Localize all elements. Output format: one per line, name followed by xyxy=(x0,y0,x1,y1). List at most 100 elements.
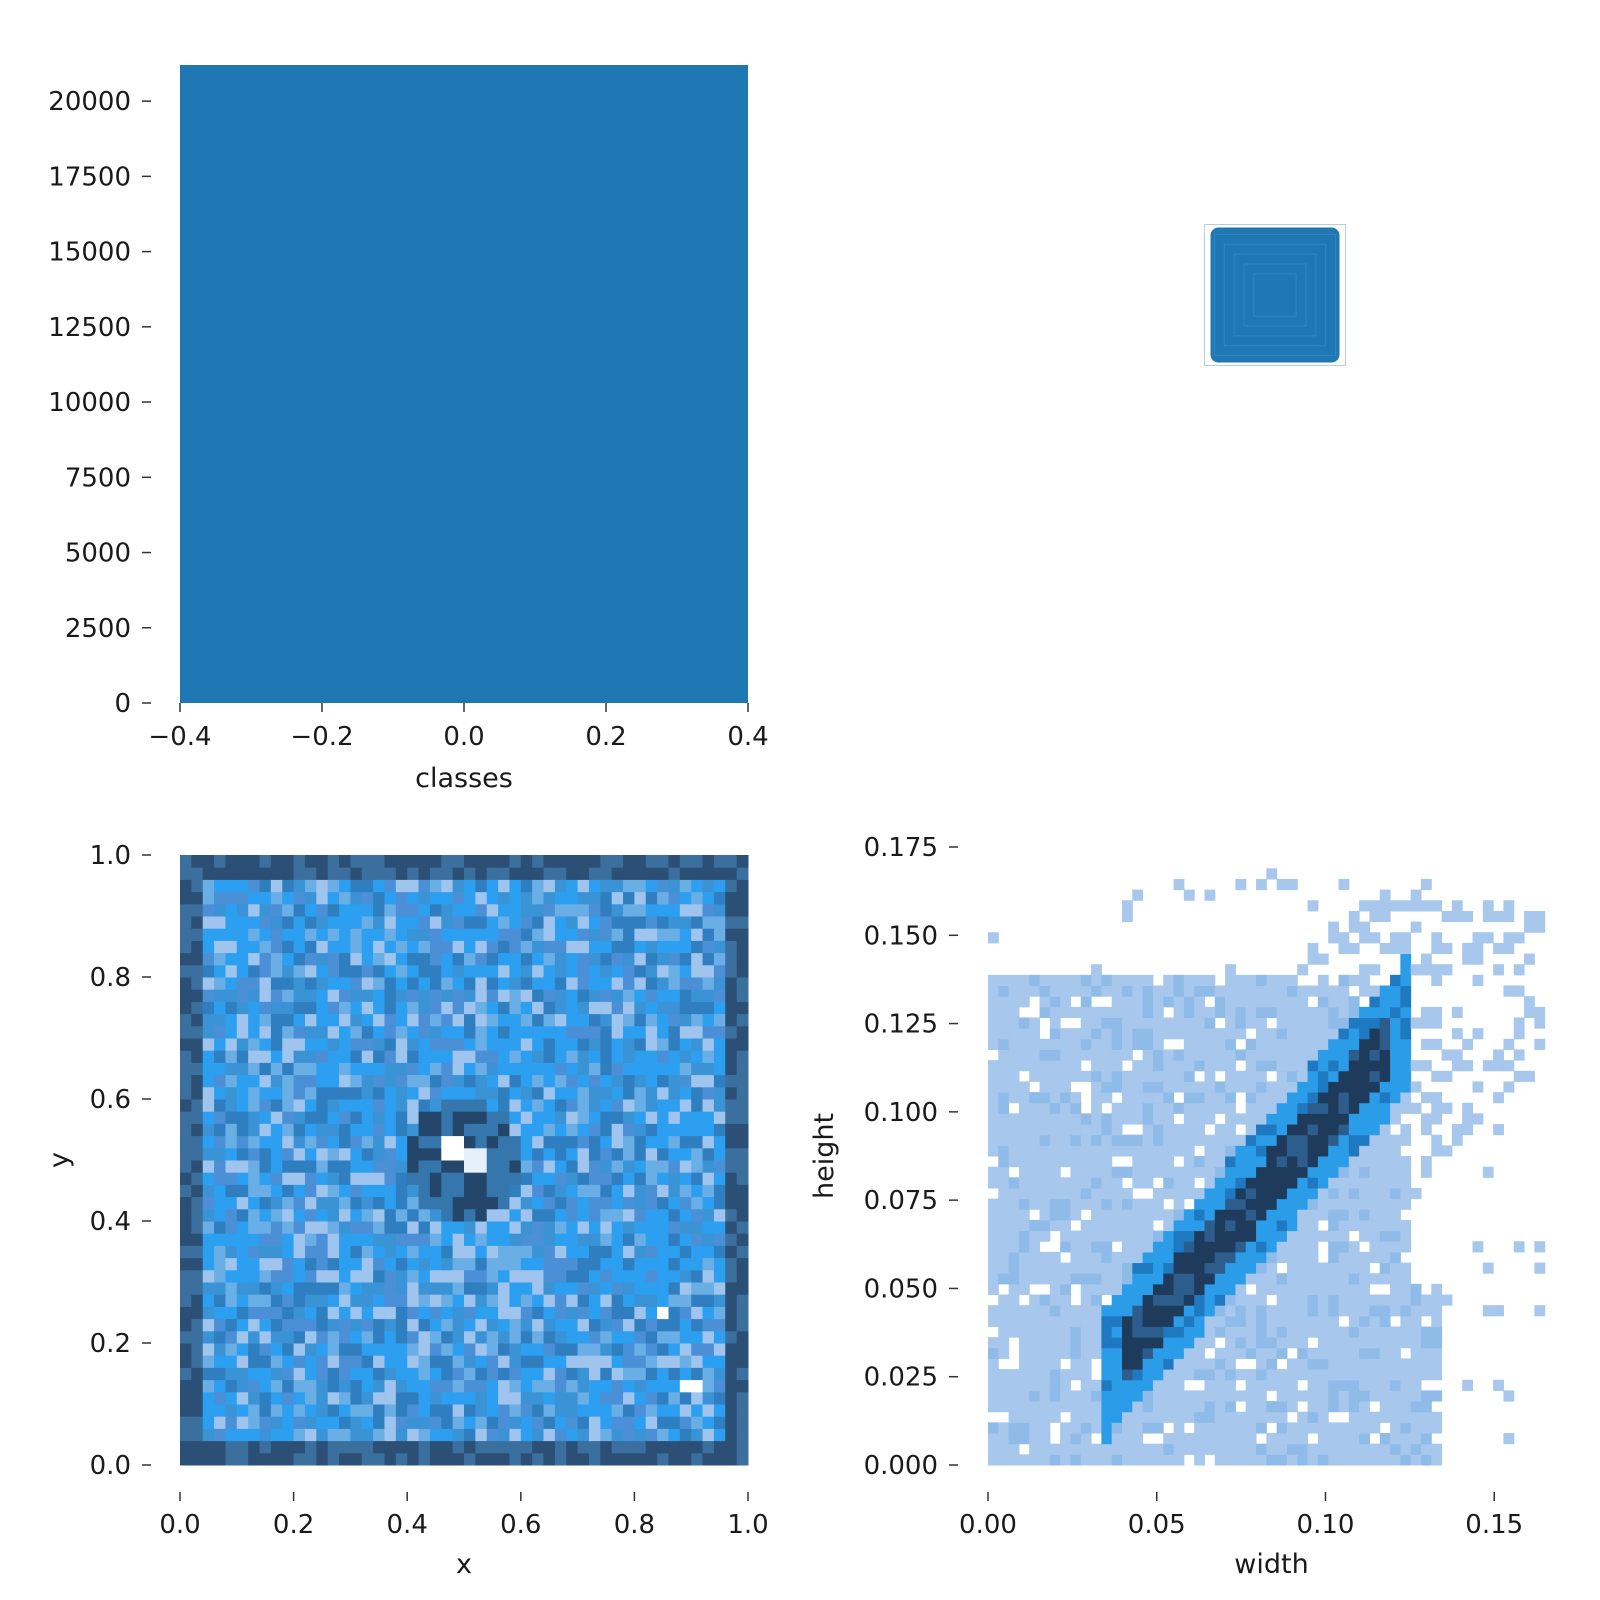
wh-heatmap-cell xyxy=(1400,1006,1412,1018)
xy-heatmap-cell xyxy=(509,1269,522,1283)
wh-heatmap-cell xyxy=(1297,1454,1309,1466)
wh-heatmap-cell xyxy=(1173,1124,1185,1136)
xy-heatmap-cell xyxy=(475,1452,488,1466)
xy-heatmap-cell xyxy=(429,1135,442,1149)
xy-heatmap-cell xyxy=(600,1196,613,1210)
xy-heatmap-cell xyxy=(282,1221,295,1234)
wh-heatmap-cell xyxy=(1008,1049,1020,1061)
xy-heatmap-cell xyxy=(623,1099,635,1112)
xy-heatmap-cell xyxy=(668,1294,681,1307)
xy-heatmap-cell xyxy=(339,867,351,880)
wh-heatmap-cell xyxy=(1410,900,1422,912)
wh-heatmap-cell xyxy=(1431,1390,1443,1402)
xy-heatmap-cell xyxy=(327,1452,340,1466)
xy-heatmap-cell xyxy=(384,1245,397,1259)
wh-heatmap-cell xyxy=(1029,1166,1041,1178)
xy-heatmap-cell xyxy=(554,1135,567,1149)
xy-heatmap-cell xyxy=(543,1062,556,1076)
xy-heatmap-cell xyxy=(464,1038,476,1051)
xy-heatmap-cell xyxy=(373,1269,385,1283)
xy-heatmap-cell xyxy=(293,940,306,954)
wh-heatmap-cell xyxy=(1431,1358,1443,1370)
xy-heatmap-cell xyxy=(486,1282,499,1295)
xy-heatmap-cell xyxy=(191,1269,204,1283)
xy-heatmap-cell xyxy=(713,1379,726,1393)
wh-heatmap-cell xyxy=(1080,1294,1092,1306)
wh-heatmap-cell xyxy=(988,1230,999,1242)
xy-heatmap-cell xyxy=(679,1416,692,1429)
xy-heatmap-cell xyxy=(668,964,681,978)
wh-heatmap-cell xyxy=(1142,1006,1154,1018)
xy-heatmap-cell xyxy=(679,1404,692,1417)
xy-heatmap-cell xyxy=(350,1379,363,1393)
xy-heatmap-cell xyxy=(509,1086,522,1100)
wh-heatmap-cell xyxy=(1348,1102,1360,1114)
xy-heatmap-cell xyxy=(373,1282,385,1295)
xy-heatmap-cell xyxy=(577,1416,590,1429)
wh-heatmap-cell xyxy=(1348,1006,1360,1018)
xy-heatmap-cell xyxy=(668,1367,681,1381)
wh-heatmap-cell xyxy=(1152,1166,1164,1178)
wh-heatmap-cell xyxy=(1369,1369,1381,1381)
wh-heatmap-cell xyxy=(1101,1283,1113,1296)
xy-heatmap-cell xyxy=(270,1330,283,1344)
xy-heatmap-cell xyxy=(679,1440,692,1454)
xy-heatmap-cell xyxy=(475,916,488,929)
xy-heatmap-cell xyxy=(407,1416,420,1429)
wh-heatmap-cell xyxy=(1245,1134,1257,1146)
xy-heatmap-cell xyxy=(191,891,204,905)
xy-heatmap-cell xyxy=(464,1294,476,1307)
wh-heatmap-cell xyxy=(1297,996,1309,1008)
xy-heatmap-cell xyxy=(657,1269,669,1283)
xy-heatmap-cell xyxy=(634,1416,647,1429)
xy-heatmap-cell xyxy=(736,989,749,1002)
wh-heatmap-cell xyxy=(1235,1337,1247,1349)
wh-heatmap-cell xyxy=(1225,1347,1236,1359)
xy-heatmap-cell xyxy=(566,1367,579,1381)
wh-heatmap-cell xyxy=(1348,1283,1360,1296)
xy-heatmap-cell xyxy=(304,1257,317,1271)
xy-heatmap-cell xyxy=(611,1257,624,1271)
xy-heatmap-cell xyxy=(668,1355,681,1368)
xy-heatmap-cell xyxy=(350,1343,363,1356)
xy-heatmap-cell xyxy=(191,1111,204,1124)
xy-heatmap-cell xyxy=(248,1123,261,1137)
xy-heatmap-cell xyxy=(214,928,226,941)
wh-heatmap-cell xyxy=(1266,974,1278,987)
wh-heatmap-cell xyxy=(1369,1198,1381,1210)
xy-heatmap-cell xyxy=(384,1208,397,1222)
xy-heatmap-cell xyxy=(645,1257,658,1271)
xy-heatmap-cell xyxy=(384,1062,397,1076)
wh-heatmap-cell xyxy=(1132,1145,1144,1157)
xy-heatmap-cell xyxy=(316,1160,329,1173)
wh-heatmap-cell xyxy=(998,1198,1010,1210)
wh-heatmap-cell xyxy=(1111,1219,1123,1232)
wh-heatmap-cell xyxy=(1317,1369,1329,1381)
wh-heatmap-cell xyxy=(1534,1038,1546,1050)
xy-heatmap-cell xyxy=(407,1038,420,1051)
xy-heatmap-cell xyxy=(180,1330,192,1344)
xy-x-tick-label: 0.8 xyxy=(614,1510,655,1540)
xy-heatmap-cell xyxy=(588,1306,601,1320)
xy-heatmap-cell xyxy=(384,1074,397,1088)
wh-heatmap-cell xyxy=(1328,1124,1340,1136)
xy-heatmap-cell xyxy=(498,1172,510,1185)
xy-heatmap-cell xyxy=(304,1025,317,1039)
wh-heatmap-cell xyxy=(1214,1262,1226,1274)
xy-heatmap-cell xyxy=(327,1355,340,1368)
wh-heatmap-cell xyxy=(1400,1124,1412,1136)
box-inner-outline xyxy=(1243,263,1307,327)
wh-heatmap-cell xyxy=(1348,1369,1360,1381)
wh-heatmap-cell xyxy=(1018,1283,1030,1296)
wh-heatmap-cell xyxy=(1008,1230,1020,1242)
xy-heatmap-cell xyxy=(180,1282,192,1295)
xy-heatmap-cell xyxy=(407,1330,420,1344)
xy-heatmap-cell xyxy=(282,952,295,966)
xy-heatmap-cell xyxy=(509,1294,522,1307)
wh-heatmap-cell xyxy=(1390,1038,1401,1050)
wh-heatmap-cell xyxy=(1338,932,1350,944)
xy-heatmap-cell xyxy=(498,1440,510,1454)
wh-heatmap-cell xyxy=(1060,1028,1071,1040)
xy-heatmap-cell xyxy=(577,1172,590,1185)
xy-heatmap-cell xyxy=(713,879,726,893)
